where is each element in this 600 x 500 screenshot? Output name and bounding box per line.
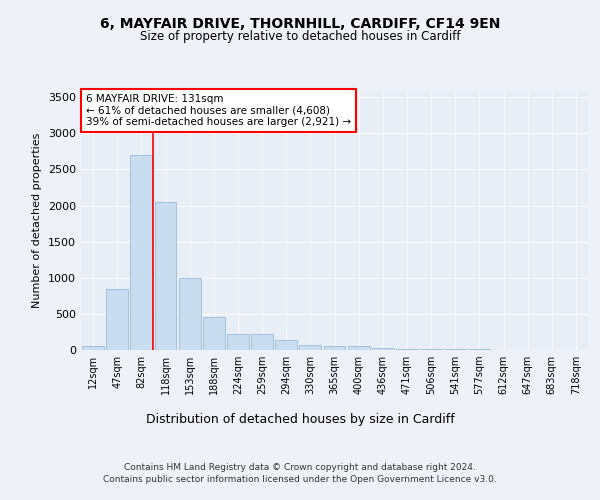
Bar	[323, 346, 346, 350]
Bar	[372, 348, 394, 350]
Bar	[275, 340, 297, 350]
Bar	[227, 334, 249, 350]
Text: Contains HM Land Registry data © Crown copyright and database right 2024.: Contains HM Land Registry data © Crown c…	[124, 462, 476, 471]
Bar	[82, 346, 104, 350]
Bar	[155, 202, 176, 350]
Text: 6 MAYFAIR DRIVE: 131sqm
← 61% of detached houses are smaller (4,608)
39% of semi: 6 MAYFAIR DRIVE: 131sqm ← 61% of detache…	[86, 94, 351, 127]
Bar	[299, 345, 321, 350]
Y-axis label: Number of detached properties: Number of detached properties	[32, 132, 43, 308]
Bar	[130, 155, 152, 350]
Bar	[203, 317, 224, 350]
Text: Distribution of detached houses by size in Cardiff: Distribution of detached houses by size …	[146, 412, 454, 426]
Bar	[106, 288, 128, 350]
Text: Contains public sector information licensed under the Open Government Licence v3: Contains public sector information licen…	[103, 475, 497, 484]
Text: 6, MAYFAIR DRIVE, THORNHILL, CARDIFF, CF14 9EN: 6, MAYFAIR DRIVE, THORNHILL, CARDIFF, CF…	[100, 18, 500, 32]
Bar	[420, 349, 442, 350]
Bar	[348, 346, 370, 350]
Bar	[396, 348, 418, 350]
Bar	[179, 278, 200, 350]
Text: Size of property relative to detached houses in Cardiff: Size of property relative to detached ho…	[140, 30, 460, 43]
Bar	[251, 334, 273, 350]
